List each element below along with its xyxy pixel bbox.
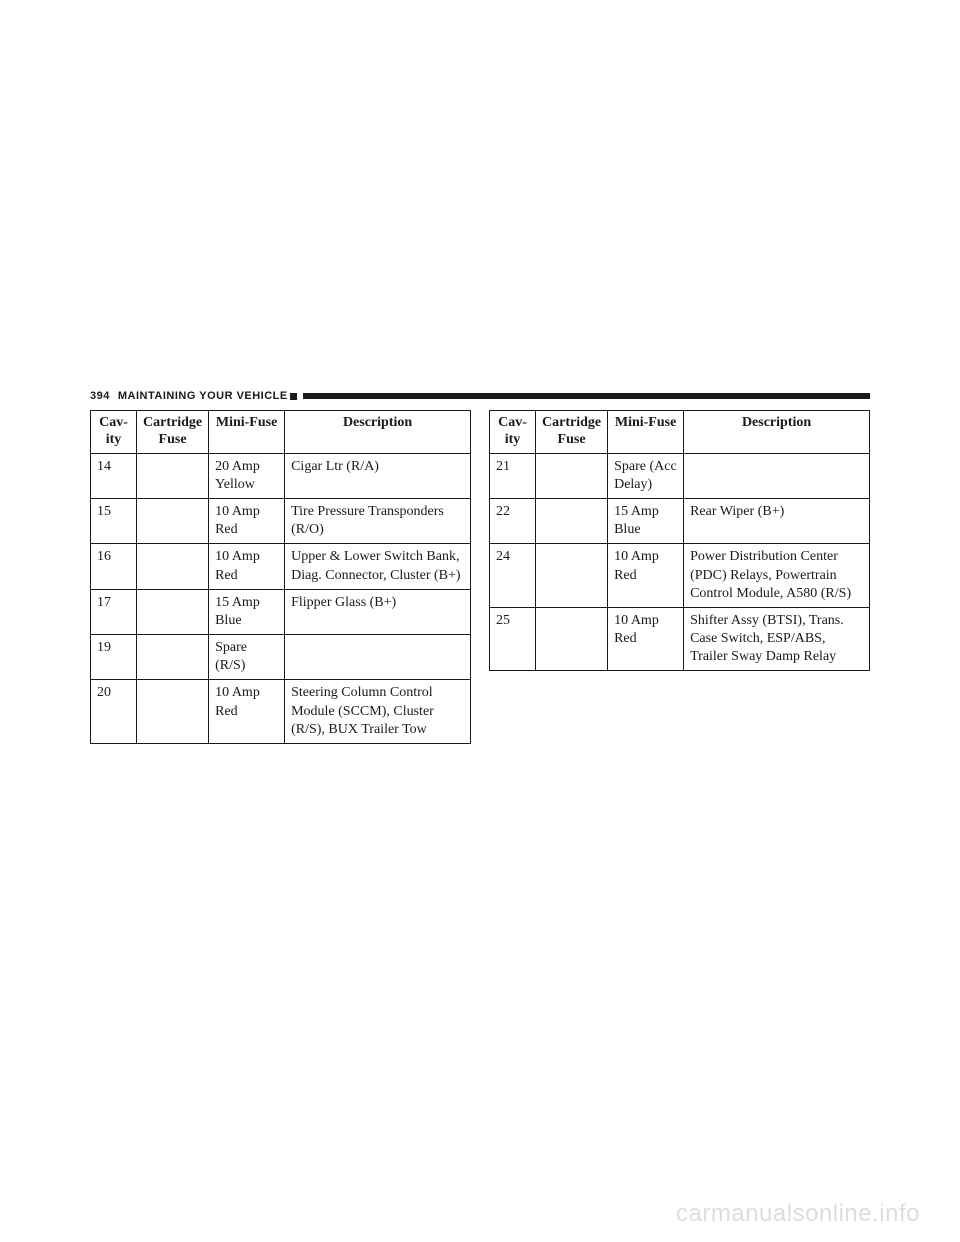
cell-cavity: 17 bbox=[91, 589, 137, 634]
cell-cavity: 14 bbox=[91, 453, 137, 498]
cell-desc: Cigar Ltr (R/A) bbox=[285, 453, 471, 498]
col-cartridge: Cartridge Fuse bbox=[137, 411, 209, 454]
fuse-table-right: Cav- ity Cartridge Fuse Mini-Fuse Descri… bbox=[489, 410, 870, 671]
header-square-icon bbox=[290, 393, 297, 400]
cell-mini: 10 Amp Red bbox=[209, 498, 285, 543]
table-row: 24 10 Amp Red Power Distribution Center … bbox=[490, 544, 870, 608]
page: 394 MAINTAINING YOUR VEHICLE Cav- ity Ca… bbox=[0, 0, 960, 1242]
cell-desc: Upper & Lower Switch Bank, Diag. Connect… bbox=[285, 544, 471, 589]
section-title: MAINTAINING YOUR VEHICLE bbox=[118, 390, 288, 402]
cell-desc bbox=[285, 635, 471, 680]
col-cavity: Cav- ity bbox=[91, 411, 137, 454]
cell-cartridge bbox=[137, 635, 209, 680]
table-header-row: Cav- ity Cartridge Fuse Mini-Fuse Descri… bbox=[490, 411, 870, 454]
cell-desc: Tire Pressure Transponders (R/O) bbox=[285, 498, 471, 543]
cell-mini: 10 Amp Red bbox=[608, 607, 684, 671]
tables-container: Cav- ity Cartridge Fuse Mini-Fuse Descri… bbox=[90, 410, 870, 744]
left-column: Cav- ity Cartridge Fuse Mini-Fuse Descri… bbox=[90, 410, 471, 744]
table-row: 25 10 Amp Red Shifter Assy (BTSI), Trans… bbox=[490, 607, 870, 671]
cell-desc: Flipper Glass (B+) bbox=[285, 589, 471, 634]
cell-mini: 10 Amp Red bbox=[209, 544, 285, 589]
table-row: 15 10 Amp Red Tire Pressure Transponders… bbox=[91, 498, 471, 543]
header-rule bbox=[303, 393, 870, 399]
cell-desc: Rear Wiper (B+) bbox=[684, 498, 870, 543]
cell-mini: 20 Amp Yellow bbox=[209, 453, 285, 498]
cell-cavity: 19 bbox=[91, 635, 137, 680]
cell-desc: Steering Column Control Module (SCCM), C… bbox=[285, 680, 471, 744]
cell-desc bbox=[684, 453, 870, 498]
cell-cavity: 16 bbox=[91, 544, 137, 589]
col-mini-fuse: Mini-Fuse bbox=[209, 411, 285, 454]
table-row: 17 15 Amp Blue Flipper Glass (B+) bbox=[91, 589, 471, 634]
cell-mini: 15 Amp Blue bbox=[608, 498, 684, 543]
cell-mini: 10 Amp Red bbox=[209, 680, 285, 744]
table-row: 20 10 Amp Red Steering Column Control Mo… bbox=[91, 680, 471, 744]
right-column: Cav- ity Cartridge Fuse Mini-Fuse Descri… bbox=[489, 410, 870, 744]
cell-mini: Spare (Acc Delay) bbox=[608, 453, 684, 498]
cell-cartridge bbox=[536, 453, 608, 498]
table-row: 14 20 Amp Yellow Cigar Ltr (R/A) bbox=[91, 453, 471, 498]
cell-cartridge bbox=[536, 544, 608, 608]
col-cartridge: Cartridge Fuse bbox=[536, 411, 608, 454]
cell-cartridge bbox=[536, 498, 608, 543]
cell-mini: 10 Amp Red bbox=[608, 544, 684, 608]
cell-cartridge bbox=[137, 453, 209, 498]
col-description: Description bbox=[285, 411, 471, 454]
table-row: 21 Spare (Acc Delay) bbox=[490, 453, 870, 498]
col-mini-fuse: Mini-Fuse bbox=[608, 411, 684, 454]
cell-cartridge bbox=[137, 544, 209, 589]
fuse-table-left: Cav- ity Cartridge Fuse Mini-Fuse Descri… bbox=[90, 410, 471, 744]
cell-cartridge bbox=[137, 589, 209, 634]
cell-cavity: 22 bbox=[490, 498, 536, 543]
cell-cartridge bbox=[536, 607, 608, 671]
cell-cavity: 24 bbox=[490, 544, 536, 608]
watermark: carmanualsonline.info bbox=[676, 1200, 920, 1228]
cell-cartridge bbox=[137, 498, 209, 543]
cell-cavity: 20 bbox=[91, 680, 137, 744]
cell-cavity: 21 bbox=[490, 453, 536, 498]
cell-desc: Shifter Assy (BTSI), Trans. Case Switch,… bbox=[684, 607, 870, 671]
cell-mini: 15 Amp Blue bbox=[209, 589, 285, 634]
cell-cartridge bbox=[137, 680, 209, 744]
cell-desc: Power Distribution Center (PDC) Relays, … bbox=[684, 544, 870, 608]
table-row: 16 10 Amp Red Upper & Lower Switch Bank,… bbox=[91, 544, 471, 589]
col-description: Description bbox=[684, 411, 870, 454]
col-cavity: Cav- ity bbox=[490, 411, 536, 454]
cell-cavity: 25 bbox=[490, 607, 536, 671]
page-number: 394 bbox=[90, 390, 110, 402]
cell-mini: Spare (R/S) bbox=[209, 635, 285, 680]
cell-cavity: 15 bbox=[91, 498, 137, 543]
page-header-bar: 394 MAINTAINING YOUR VEHICLE bbox=[90, 389, 870, 403]
table-header-row: Cav- ity Cartridge Fuse Mini-Fuse Descri… bbox=[91, 411, 471, 454]
table-row: 22 15 Amp Blue Rear Wiper (B+) bbox=[490, 498, 870, 543]
table-row: 19 Spare (R/S) bbox=[91, 635, 471, 680]
